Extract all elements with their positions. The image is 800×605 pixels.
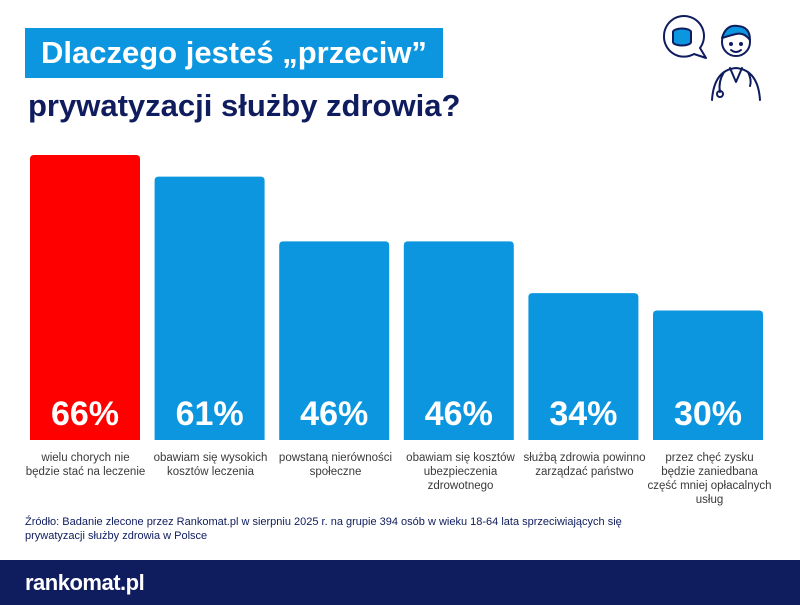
bar-value-label-1: 61% [176, 395, 244, 433]
bar-1 [154, 176, 265, 440]
title-line-1: Dlaczego jesteś „przeciw” [25, 28, 443, 78]
bar-value-label-4: 34% [549, 395, 617, 433]
bar-value-label-3: 46% [425, 395, 493, 433]
brand-logo: rankomat.pl [25, 570, 145, 595]
bar-0 [30, 155, 140, 440]
category-label-0: wielu chorych nie będzie stać na leczeni… [25, 452, 146, 478]
bar-value-label-5: 30% [674, 395, 742, 433]
bar-chart: 66% 61% 46% 46% 34% 30% [30, 155, 763, 440]
category-label-5: przez chęć zysku będzie zaniedbana część… [647, 452, 772, 506]
category-label-1: obawiam się wysokich kosztów leczenia [153, 452, 268, 478]
title-line-2: prywatyzacji służby zdrowia? [28, 88, 461, 123]
category-label-3: obawiam się kosztów ubezpieczenia zdrowo… [406, 452, 515, 492]
bar-value-label-0: 66% [51, 395, 119, 433]
category-label-4: służbą zdrowia powinno zarządzać państwo [523, 452, 646, 478]
bar-3 [403, 241, 514, 440]
doctor-with-coins-icon [662, 15, 761, 101]
footer-bar: rankomat.pl [0, 560, 800, 605]
bar-4 [528, 293, 639, 440]
bar-2 [279, 241, 390, 440]
bar-value-label-2: 46% [300, 395, 368, 433]
category-label-2: powstaną nierówności społeczne [278, 452, 393, 478]
source-note: Źródło: Badanie zlecone przez Rankomat.p… [25, 516, 622, 542]
bar-5 [653, 310, 763, 440]
